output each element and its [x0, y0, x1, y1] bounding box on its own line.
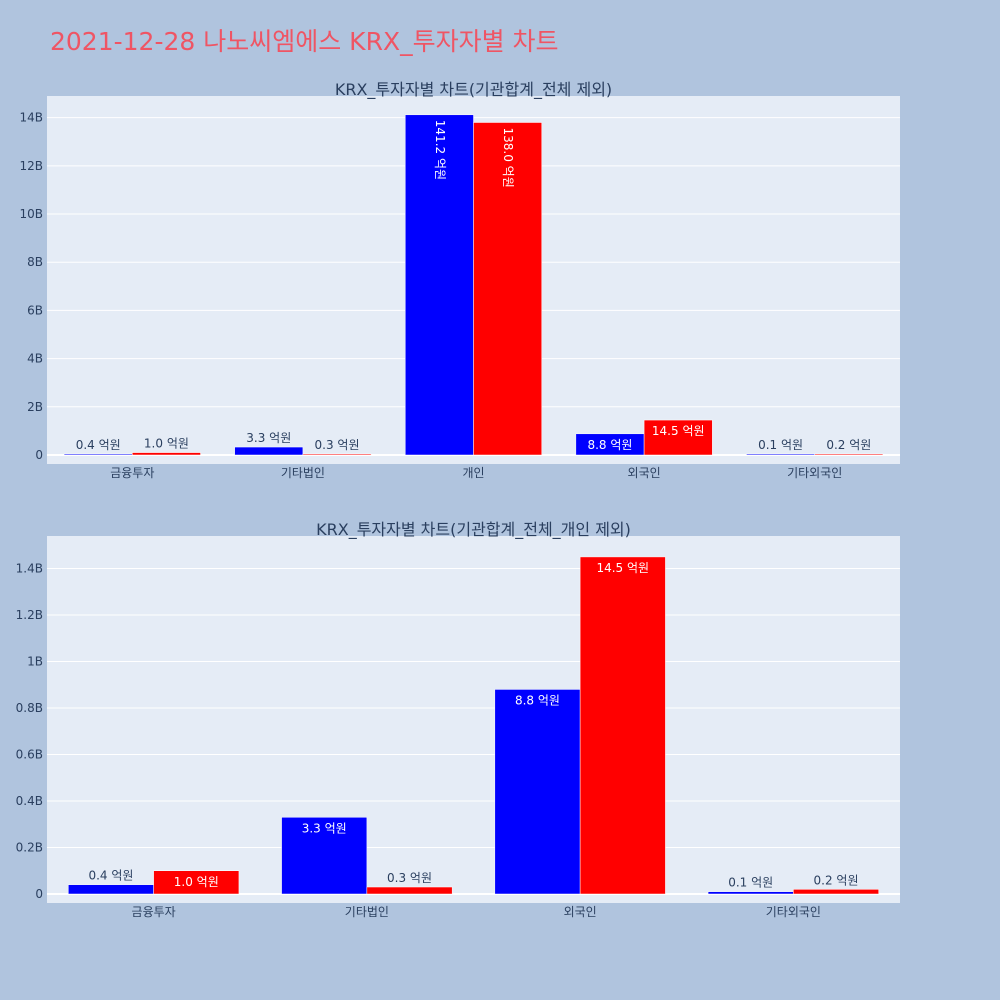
chart-title: KRX_투자자별 차트(기관합계_전체 제외): [335, 80, 612, 100]
data-label: 138.0 억원: [501, 128, 515, 188]
bar: [814, 453, 884, 456]
bar: [153, 870, 240, 895]
bar: [68, 884, 154, 895]
y-tick-label: 0.8B: [16, 701, 43, 715]
data-label: 0.4 억원: [88, 869, 133, 883]
x-tick-label: 외국인: [564, 905, 597, 919]
bar: [793, 889, 879, 895]
data-label: 3.3 억원: [246, 431, 291, 445]
y-tick-label: 0.4B: [16, 794, 43, 808]
y-tick-label: 14B: [19, 111, 43, 125]
y-tick-label: 2B: [27, 400, 43, 414]
bar: [63, 453, 133, 456]
data-label: 1.0 억원: [174, 875, 219, 889]
x-tick-label: 기타법인: [281, 466, 325, 480]
data-label: 141.2 억원: [433, 120, 447, 180]
data-label: 0.2 억원: [826, 438, 871, 452]
data-label: 0.3 억원: [315, 438, 360, 452]
bar: [366, 886, 453, 895]
data-label: 14.5 억원: [596, 561, 649, 575]
bar: [281, 817, 368, 895]
x-tick-label: 기타법인: [345, 905, 389, 919]
y-tick-label: 12B: [19, 159, 43, 173]
x-tick-label: 기타외국인: [766, 905, 821, 919]
data-label: 3.3 억원: [302, 821, 347, 835]
data-label: 0.1 억원: [728, 876, 773, 890]
data-label: 0.4 억원: [76, 438, 121, 452]
bar: [707, 891, 794, 895]
chart-title: KRX_투자자별 차트(기관합계_전체_개인 제외): [316, 520, 631, 540]
bar: [746, 453, 815, 456]
x-tick-label: 금융투자: [132, 905, 176, 919]
data-label: 0.1 억원: [758, 438, 803, 452]
y-tick-label: 8B: [27, 255, 43, 269]
data-label: 1.0 억원: [144, 437, 189, 451]
page-title: 2021-12-28 나노씨엠에스 KRX_투자자별 차트: [50, 27, 559, 56]
bar: [302, 453, 372, 456]
data-label: 8.8 억원: [515, 693, 560, 707]
bar: [643, 419, 713, 456]
data-label: 8.8 억원: [587, 438, 632, 452]
bar: [579, 556, 666, 895]
data-label: 0.2 억원: [814, 873, 859, 887]
bar: [132, 452, 201, 456]
y-tick-label: 0.2B: [16, 841, 43, 855]
bar: [473, 122, 542, 456]
bar: [234, 446, 304, 456]
y-tick-label: 1.2B: [16, 608, 43, 622]
data-label: 0.3 억원: [387, 871, 432, 885]
y-tick-label: 0.6B: [16, 748, 43, 762]
plot-area: [47, 536, 900, 903]
y-tick-label: 4B: [27, 352, 43, 366]
chart-top: KRX_투자자별 차트(기관합계_전체 제외) 0 2B 4B 6B 8B 10B 12B 14…: [19, 80, 900, 480]
chart-bottom: KRX_투자자별 차트(기관합계_전체_개인 제외) 0 0.2B 0.4B 0.6B 0…: [16, 520, 900, 919]
x-tick-label: 기타외국인: [787, 466, 842, 480]
y-tick-label: 1.4B: [16, 562, 43, 576]
y-tick-label: 1B: [27, 655, 43, 669]
bar: [405, 114, 474, 456]
y-tick-label: 10B: [19, 207, 43, 221]
data-label: 14.5 억원: [652, 424, 705, 438]
y-tick-label: 0: [35, 887, 43, 901]
y-tick-label: 6B: [27, 303, 43, 317]
y-tick-label: 0: [35, 448, 43, 462]
x-tick-label: 금융투자: [110, 466, 154, 480]
x-tick-label: 외국인: [628, 466, 661, 480]
bar: [494, 689, 581, 895]
x-tick-label: 개인: [462, 466, 484, 480]
